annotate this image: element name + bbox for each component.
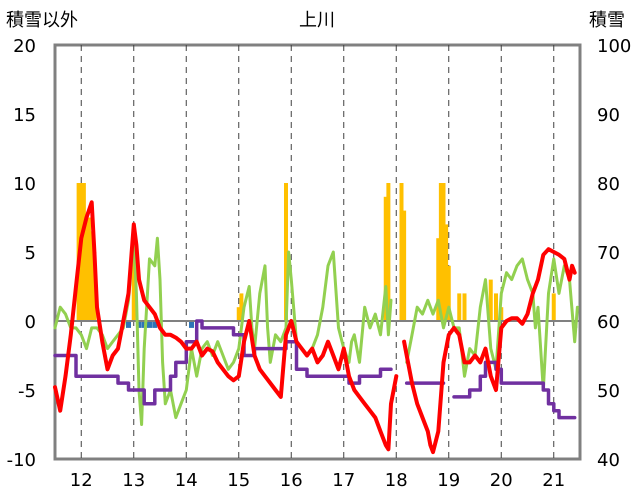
- snow-bar: [399, 183, 404, 321]
- x-tick-label: 19: [437, 470, 460, 491]
- right-tick-label: 60: [597, 312, 620, 333]
- x-tick-label: 15: [227, 470, 250, 491]
- left-axis-ticks: -10 -5 0 5 10 15 20: [7, 36, 36, 471]
- left-tick-label: 10: [13, 174, 36, 195]
- snow-bar: [87, 217, 92, 321]
- grid-lines: [80, 45, 555, 459]
- left-tick-label: 20: [13, 36, 36, 57]
- snow-bar: [462, 293, 467, 321]
- snow-bar: [84, 217, 89, 321]
- snow-bar: [494, 293, 498, 321]
- right-tick-label: 70: [597, 243, 620, 264]
- blue-bar: [147, 321, 152, 328]
- snow-bar: [239, 293, 244, 321]
- blue-bar: [152, 321, 158, 328]
- left-tick-label: 0: [25, 312, 36, 333]
- right-axis-ticks: 40 50 60 70 80 90 100: [597, 36, 631, 471]
- x-tick-label: 17: [332, 470, 355, 491]
- blue-bar: [126, 321, 131, 328]
- series-line: [53, 236, 393, 426]
- snow-bar: [383, 196, 388, 321]
- x-tick-label: 12: [70, 470, 93, 491]
- series-line: [452, 360, 577, 420]
- snow-bar: [488, 279, 493, 321]
- right-tick-label: 40: [597, 450, 620, 471]
- snow-bar: [438, 183, 443, 321]
- snow-bar: [457, 293, 462, 321]
- x-tick-label: 21: [542, 470, 565, 491]
- series-line: [402, 247, 577, 455]
- left-tick-label: 15: [13, 105, 36, 126]
- snow-bar: [441, 183, 446, 321]
- plot-frame: [53, 43, 582, 461]
- x-tick-label: 16: [280, 470, 303, 491]
- blue-bar: [136, 321, 142, 328]
- left-tick-label: 5: [25, 243, 36, 264]
- right-tick-label: 50: [597, 381, 620, 402]
- x-tick-label: 13: [122, 470, 145, 491]
- series-line: [405, 257, 579, 392]
- snow-bar: [436, 238, 441, 321]
- right-axis-title: 積雪: [589, 10, 625, 31]
- snow-bar: [402, 210, 407, 321]
- left-tick-label: -5: [18, 381, 36, 402]
- snow-bar: [236, 307, 241, 321]
- left-axis-title: 積雪以外: [6, 10, 78, 31]
- right-tick-label: 100: [597, 36, 631, 57]
- series-line: [53, 200, 399, 452]
- snow-bar: [89, 231, 94, 321]
- x-tick-label: 14: [175, 470, 198, 491]
- blue-bar: [189, 321, 194, 328]
- x-axis-ticks: 12 13 14 15 16 17 18 19 20 21: [70, 470, 565, 491]
- series-lines: [53, 200, 579, 455]
- right-tick-label: 90: [597, 105, 620, 126]
- snow-bar: [551, 293, 556, 321]
- snow-bar: [446, 265, 451, 321]
- chart-title: 上川: [299, 10, 335, 31]
- blue-bars: [126, 321, 578, 328]
- x-tick-label: 18: [385, 470, 408, 491]
- snow-bar: [284, 183, 288, 321]
- x-tick-label: 20: [490, 470, 513, 491]
- snow-bar: [444, 224, 449, 321]
- snow-bar: [131, 252, 136, 321]
- series-line: [53, 319, 393, 406]
- right-tick-label: 80: [597, 174, 620, 195]
- left-tick-label: -10: [7, 450, 36, 471]
- snow-bar: [386, 183, 391, 321]
- snow-bar: [81, 183, 86, 321]
